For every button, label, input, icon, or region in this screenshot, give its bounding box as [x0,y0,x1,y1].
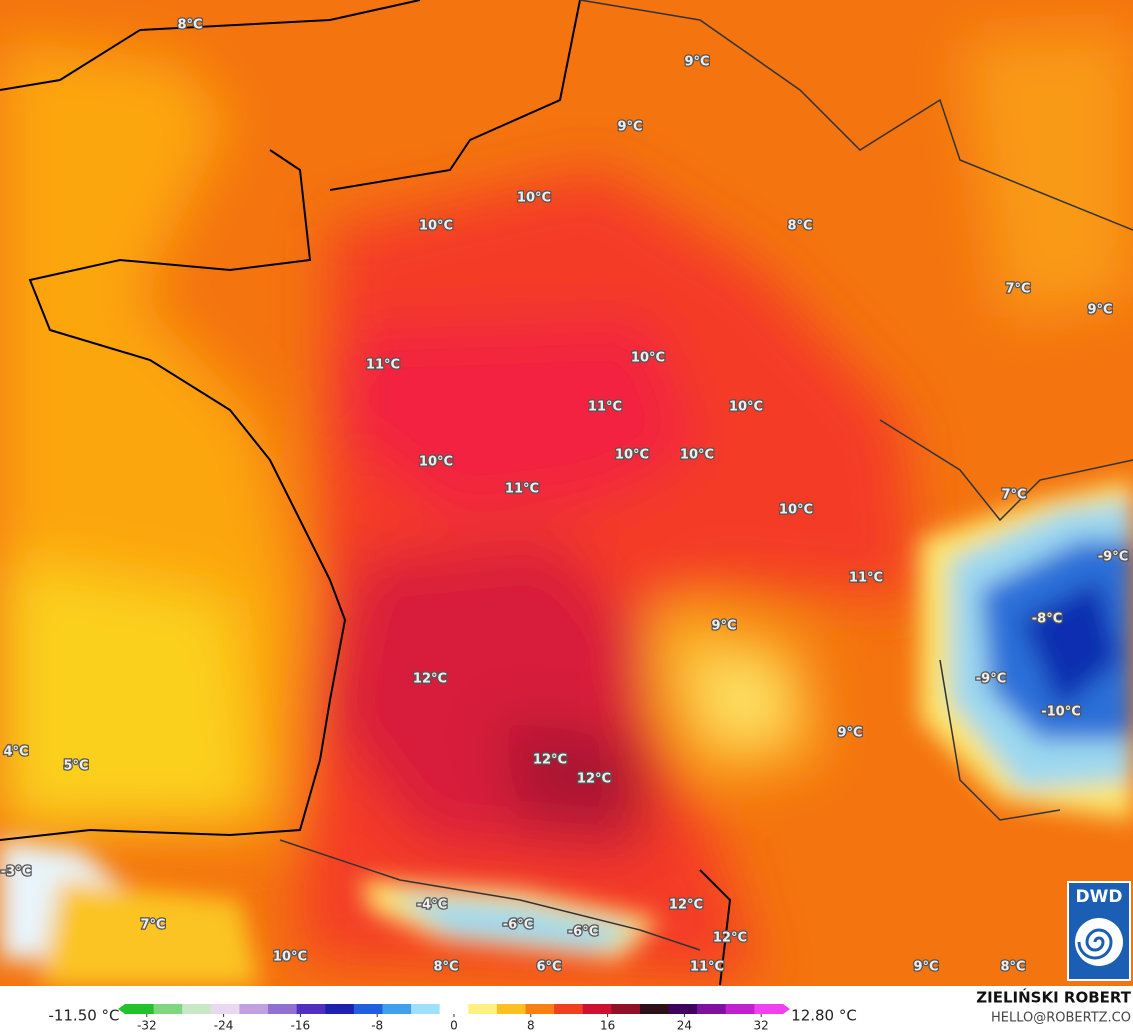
temperature-label: 10°C [680,448,714,463]
colorbar-swatch [411,1004,441,1014]
temperature-label: 12°C [533,753,567,768]
coastline [0,0,732,986]
temperature-label: 6°C [536,960,561,975]
temperature-label: -8°C [1032,612,1062,627]
colorbar-swatch [382,1004,412,1014]
temperature-label: 12°C [669,898,703,913]
temperature-label: -6°C [568,925,598,940]
colorbar-tick-label: -8 [371,1019,383,1033]
colorbar: -32 -24 -16 -8 0 8 16 24 32 [118,1004,790,1033]
colorbar-swatch [268,1004,298,1014]
colorbar-swatch [754,1004,784,1014]
colorbar-tick-label: -32 [137,1019,157,1033]
map-field: 8°C 9°C 9°C 10°C 10°C 8°C 7°C 9°C 11°C 10°C 11°C 10… [0,0,1133,986]
temperature-label: 10°C [419,219,453,234]
temperature-label: 9°C [684,55,709,70]
temperature-label: 12°C [577,772,611,787]
colorbar-swatch [239,1004,269,1014]
temperature-label: 11°C [505,482,539,497]
colorbar-swatch [353,1004,383,1014]
temperature-label: 8°C [177,18,202,33]
temperature-label: -6°C [503,918,533,933]
colorbar-swatch [554,1004,584,1014]
temperature-label: 10°C [729,400,763,415]
temperature-label: -9°C [1098,550,1128,565]
credit-name: ZIELIŃSKI ROBERT [976,988,1131,1007]
temperature-label: 12°C [413,672,447,687]
temperature-label: 5°C [63,759,88,774]
temperature-label: 9°C [913,960,938,975]
temperature-label: 9°C [711,619,736,634]
temperature-label: 7°C [140,918,165,933]
colorbar-swatch [296,1004,326,1014]
colorbar-swatch [668,1004,698,1014]
temperature-label: 10°C [517,191,551,206]
colorbar-tick-label: -24 [214,1019,234,1033]
colorbar-swatch [210,1004,240,1014]
colorbar-swatch [182,1004,212,1014]
min-label: -11.50 °C [48,1007,119,1025]
colorbar-swatch [582,1004,612,1014]
temperature-labels: 8°C 9°C 9°C 10°C 10°C 8°C 7°C 9°C 11°C 10°C 11°C 10… [0,16,1129,976]
max-label: 12.80 °C [791,1007,857,1025]
country-borders [279,0,1133,951]
colorbar-swatch [153,1004,183,1014]
temperature-label: 10°C [631,351,665,366]
temperature-label: -9°C [976,672,1006,687]
temperature-label: 7°C [1005,282,1030,297]
temperature-label: -3°C [1,865,31,880]
colorbar-swatch [525,1004,555,1014]
temperature-label: 11°C [366,358,400,373]
colorbar-tick-label: 8 [527,1019,535,1033]
colorbar-tick-label: -16 [291,1019,311,1033]
colorbar-right-tip [783,1004,790,1014]
temperature-label: 12°C [713,931,747,946]
colorbar-tick-label: 0 [450,1019,458,1033]
temperature-label: 8°C [433,960,458,975]
temperature-label: 9°C [837,726,862,741]
credit-contact: HELLO@ROBERTZ.CO [991,1011,1131,1026]
temperature-label: -4°C [417,898,447,913]
dwd-text: DWD [1076,887,1123,907]
temperature-label: 11°C [690,960,724,975]
colorbar-swatch [697,1004,727,1014]
temperature-label: -10°C [1041,705,1081,720]
colorbar-left-tip [118,1004,125,1014]
temperature-label: 11°C [849,571,883,586]
colorbar-swatch [468,1004,498,1014]
temperature-label: 4°C [3,745,28,760]
colorbar-tick-label: 16 [600,1019,615,1033]
temperature-label: 7°C [1001,488,1026,503]
dwd-logo [1075,918,1123,966]
temperature-label: 10°C [615,448,649,463]
dwd-swirl [1077,928,1113,960]
temperature-label: 8°C [1000,960,1025,975]
temperature-label: 10°C [273,950,307,965]
colorbar-swatch [125,1004,155,1014]
colorbar-swatch [639,1004,670,1014]
colorbar-tick-label: 32 [754,1019,769,1033]
colorbar-swatch [496,1004,527,1014]
temperature-label: 8°C [787,219,812,234]
colorbar-swatch [439,1004,469,1014]
temperature-label: 9°C [617,120,642,135]
colorbar-swatch [611,1004,641,1014]
colorbar-swatch [325,1004,355,1014]
temperature-label: 10°C [419,455,453,470]
temperature-label: 10°C [779,503,813,518]
temperature-label: 9°C [1087,303,1112,318]
temperature-label: 11°C [588,400,622,415]
colorbar-swatch [725,1004,755,1014]
colorbar-tick-label: 24 [677,1019,692,1033]
